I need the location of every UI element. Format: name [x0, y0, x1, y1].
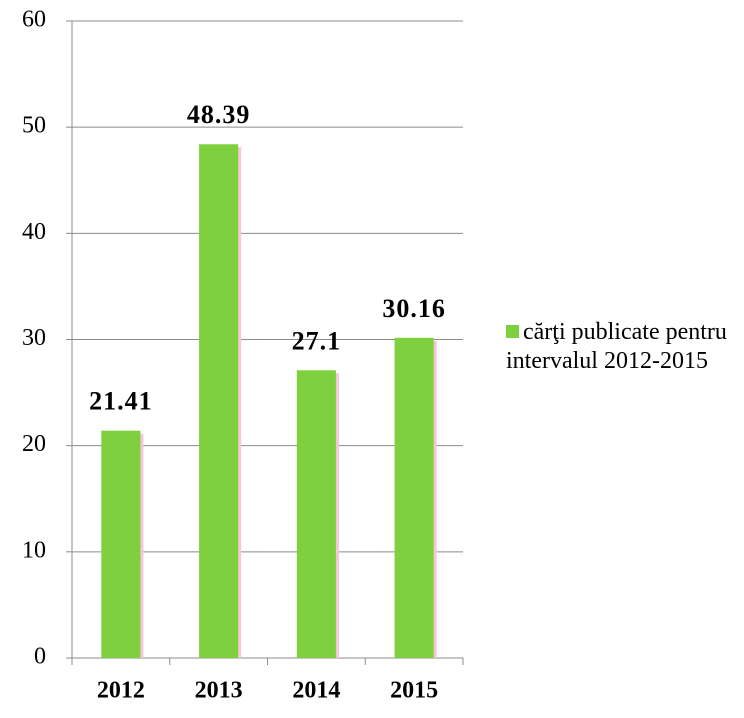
- data-label: 48.39: [187, 100, 251, 129]
- legend-swatch: [506, 325, 519, 338]
- legend-label: cărţi publicate pentru intervalul 2012-2…: [506, 319, 727, 374]
- data-label: 27.1: [292, 326, 342, 355]
- y-tick-label: 50: [22, 113, 46, 139]
- y-tick-label: 30: [22, 325, 46, 351]
- x-tick-label: 2014: [292, 678, 340, 704]
- bar: [199, 144, 239, 658]
- bar: [296, 370, 336, 658]
- y-tick-label: 10: [22, 537, 46, 563]
- y-tick-label: 0: [34, 644, 46, 670]
- legend: cărţi publicate pentru intervalul 2012-2…: [506, 318, 736, 376]
- bar: [101, 430, 141, 658]
- y-tick-label: 20: [22, 431, 46, 457]
- x-tick-label: 2015: [390, 678, 438, 704]
- data-label: 30.16: [382, 294, 446, 323]
- data-label: 21.41: [89, 387, 153, 416]
- x-tick-label: 2012: [97, 678, 145, 704]
- y-tick-label: 40: [22, 219, 46, 245]
- bar: [394, 337, 434, 658]
- y-tick-label: 60: [22, 7, 46, 33]
- x-tick-label: 2013: [195, 678, 243, 704]
